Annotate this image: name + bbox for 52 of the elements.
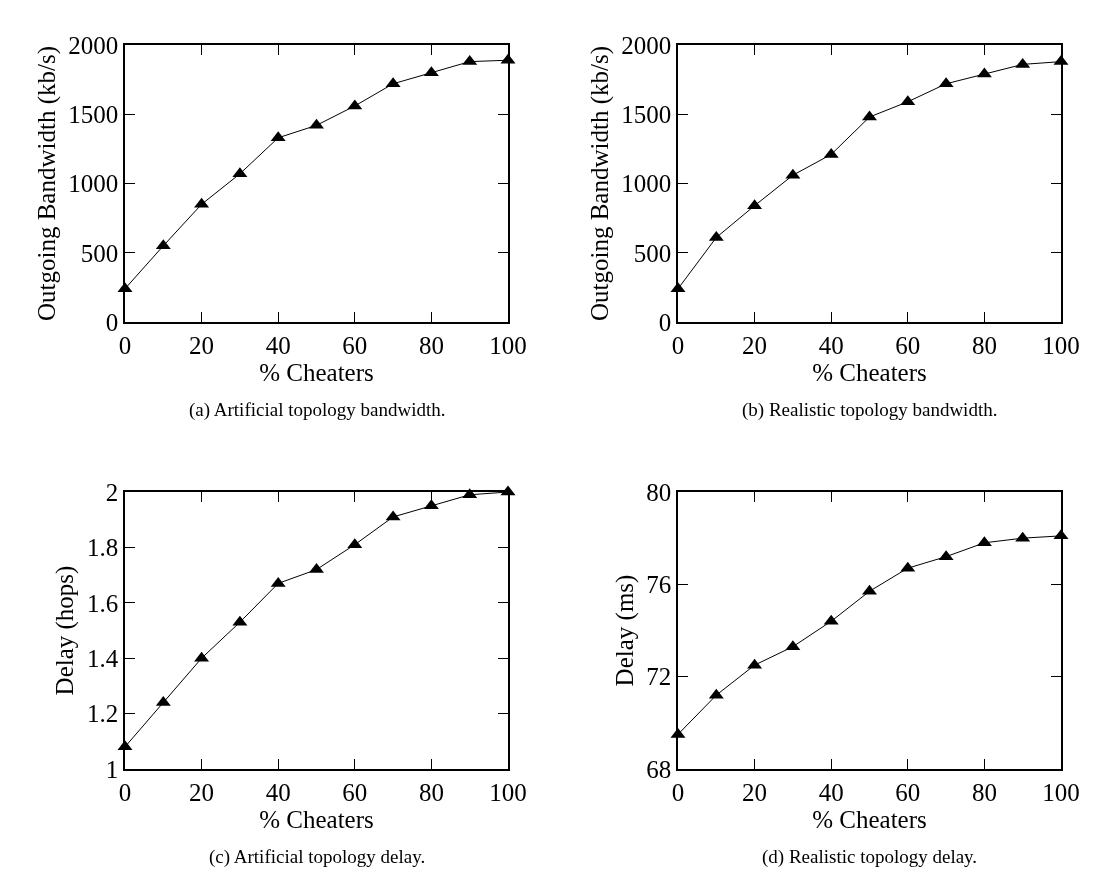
y-tick-label: 68 bbox=[646, 755, 672, 783]
x-tick-label: 80 bbox=[418, 331, 444, 359]
y-axis-title: Outgoing Bandwidth (kb/s) bbox=[585, 46, 614, 321]
y-tick-label: 1.2 bbox=[87, 700, 119, 728]
x-axis-title: % Cheaters bbox=[812, 805, 927, 833]
y-tick-label: 1.8 bbox=[87, 534, 119, 562]
x-tick-label: 60 bbox=[342, 778, 368, 806]
x-tick-label: 100 bbox=[489, 778, 527, 806]
y-tick-label: 2 bbox=[105, 478, 119, 506]
x-tick-label: 40 bbox=[265, 331, 291, 359]
x-axis-title: % Cheaters bbox=[259, 358, 374, 386]
x-tick-label: 60 bbox=[895, 331, 921, 359]
x-axis-title: % Cheaters bbox=[259, 805, 374, 833]
y-tick-label: 76 bbox=[646, 571, 672, 599]
text: (a) Artificial topology bandwidth. bbox=[189, 399, 446, 421]
y-tick-label: 80 bbox=[646, 478, 672, 506]
y-tick-label: 2000 bbox=[68, 31, 119, 59]
x-tick-label: 40 bbox=[818, 778, 844, 806]
y-tick-label: 2000 bbox=[621, 31, 672, 59]
x-tick-label: 60 bbox=[342, 331, 368, 359]
x-tick-label: 60 bbox=[895, 778, 921, 806]
y-tick-label: 0 bbox=[658, 308, 672, 336]
y-tick-label: 500 bbox=[80, 239, 119, 267]
y-axis-title: Outgoing Bandwidth (kb/s) bbox=[32, 46, 61, 321]
x-tick-label: 40 bbox=[818, 331, 844, 359]
x-tick-label: 20 bbox=[742, 778, 768, 806]
y-tick-label: 1500 bbox=[621, 101, 672, 128]
y-tick-label: 1 bbox=[105, 755, 119, 783]
x-tick-label: 40 bbox=[265, 778, 291, 806]
y-tick-label: 0 bbox=[105, 308, 119, 336]
text: (c) Artificial topology delay. bbox=[209, 846, 426, 868]
y-tick-label: 1.6 bbox=[87, 589, 119, 617]
y-tick-label: 1.4 bbox=[87, 644, 119, 672]
x-axis-title: % Cheaters bbox=[812, 358, 927, 386]
y-tick-label: 500 bbox=[633, 239, 672, 267]
y-axis-title: Delay (hops) bbox=[51, 565, 80, 696]
y-axis-title: Delay (ms) bbox=[610, 574, 639, 687]
x-tick-label: 100 bbox=[489, 331, 527, 359]
x-tick-label: 80 bbox=[418, 778, 444, 806]
x-tick-label: 100 bbox=[1042, 331, 1080, 359]
y-tick-label: 72 bbox=[646, 663, 672, 691]
text: (b) Realistic topology bandwidth. bbox=[742, 399, 998, 421]
y-tick-label: 1000 bbox=[621, 170, 672, 198]
x-tick-label: 100 bbox=[1042, 778, 1080, 806]
y-tick-label: 1000 bbox=[68, 170, 119, 198]
x-tick-label: 80 bbox=[971, 331, 997, 359]
x-tick-label: 80 bbox=[971, 778, 997, 806]
x-tick-label: 20 bbox=[742, 331, 768, 359]
x-tick-label: 20 bbox=[189, 778, 215, 806]
x-tick-label: 20 bbox=[189, 331, 215, 359]
text: (d) Realistic topology delay. bbox=[762, 846, 978, 868]
y-tick-label: 1500 bbox=[68, 101, 119, 128]
